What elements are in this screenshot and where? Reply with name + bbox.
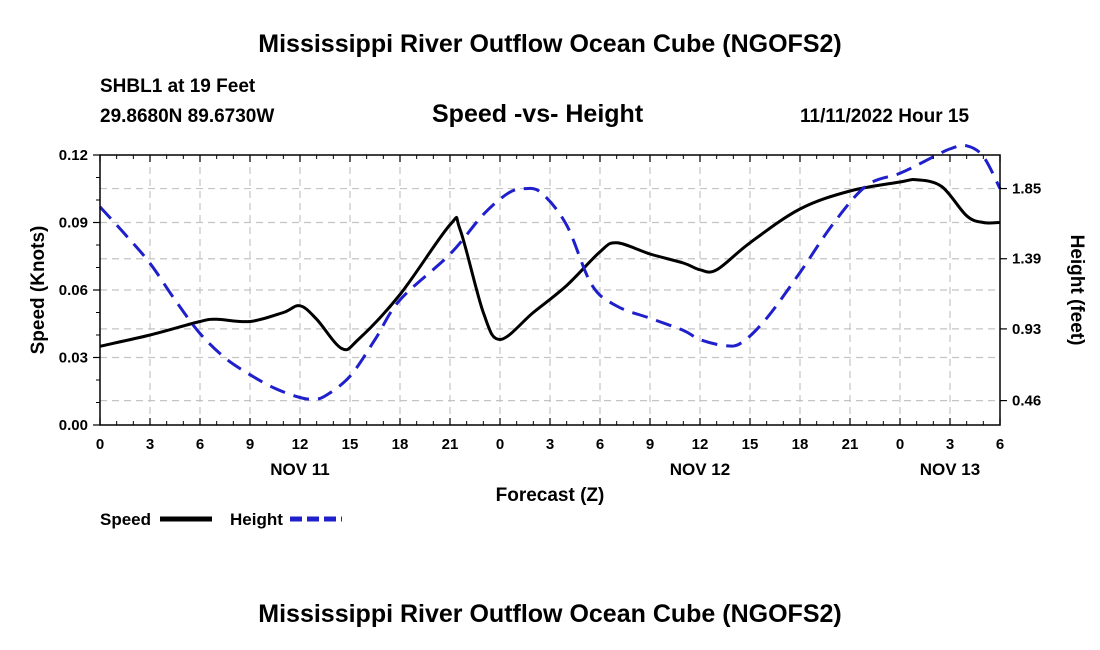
x-tick-label: 15 [342, 436, 359, 453]
date-label: NOV 12 [670, 460, 730, 479]
series-layer [98, 143, 1002, 401]
y-tick-label: 0.06 [59, 282, 88, 299]
x-tick-label: 12 [692, 436, 709, 453]
x-tick-label: 0 [496, 436, 504, 453]
x-tick-label: 3 [546, 436, 554, 453]
x-tick-label: 3 [146, 436, 154, 453]
datetime-label: 11/11/2022 Hour 15 [800, 106, 970, 127]
x-tick-label: 3 [946, 436, 954, 453]
x-tick-label: 9 [246, 436, 254, 453]
chart-title-bottom: Mississippi River Outflow Ocean Cube (NG… [258, 600, 842, 628]
y2-tick-label: 1.85 [1012, 181, 1041, 198]
x-axis-label: Forecast (Z) [496, 485, 605, 506]
chart-subtitle: Speed -vs- Height [432, 100, 644, 128]
y-axis-label-right: Height (feet) [1066, 235, 1087, 346]
x-tick-label: 6 [596, 436, 604, 453]
x-tick-label: 15 [742, 436, 759, 453]
x-tick-label: 6 [996, 436, 1004, 453]
x-tick-label: 0 [896, 436, 904, 453]
x-tick-label: 6 [196, 436, 204, 453]
y-tick-label: 0.00 [59, 417, 88, 434]
y2-tick-label: 0.46 [1012, 393, 1041, 410]
y2-tick-label: 0.93 [1012, 321, 1041, 338]
date-label: NOV 11 [270, 460, 330, 479]
y-tick-label: 0.09 [59, 215, 88, 232]
axes: 0 3 6 9 12 15 18 21 0 3 6 9 12 15 18 21 0 3 6 0.00 0.03 0.06 0… [59, 147, 1041, 479]
x-tick-label: 12 [292, 436, 309, 453]
x-tick-label: 9 [646, 436, 654, 453]
y2-tick-label: 1.39 [1012, 251, 1041, 268]
x-tick-label: 0 [96, 436, 104, 453]
x-tick-label: 18 [392, 436, 409, 453]
y-tick-label: 0.12 [59, 147, 88, 164]
x-tick-label: 18 [792, 436, 809, 453]
speed-height-chart: 0 3 6 9 12 15 18 21 0 3 6 9 12 15 18 21 0 3 6 0.00 0.03 0.06 0… [28, 143, 1087, 529]
x-tick-label: 21 [842, 436, 859, 453]
legend-label-speed: Speed [100, 510, 151, 529]
grid-lines [100, 155, 1000, 425]
y-axis-label-left: Speed (Knots) [28, 226, 49, 355]
date-label: NOV 13 [920, 460, 980, 479]
series-line-speed [99, 178, 1001, 352]
legend-label-height: Height [230, 510, 283, 529]
legend: Speed Height [100, 510, 342, 529]
y-tick-label: 0.03 [59, 350, 88, 367]
station-label: SHBL1 at 19 Feet [100, 76, 256, 97]
chart-title-top: Mississippi River Outflow Ocean Cube (NG… [258, 30, 842, 58]
coordinates-label: 29.8680N 89.6730W [100, 106, 275, 127]
x-tick-label: 21 [442, 436, 459, 453]
series-line-height [98, 143, 1002, 401]
